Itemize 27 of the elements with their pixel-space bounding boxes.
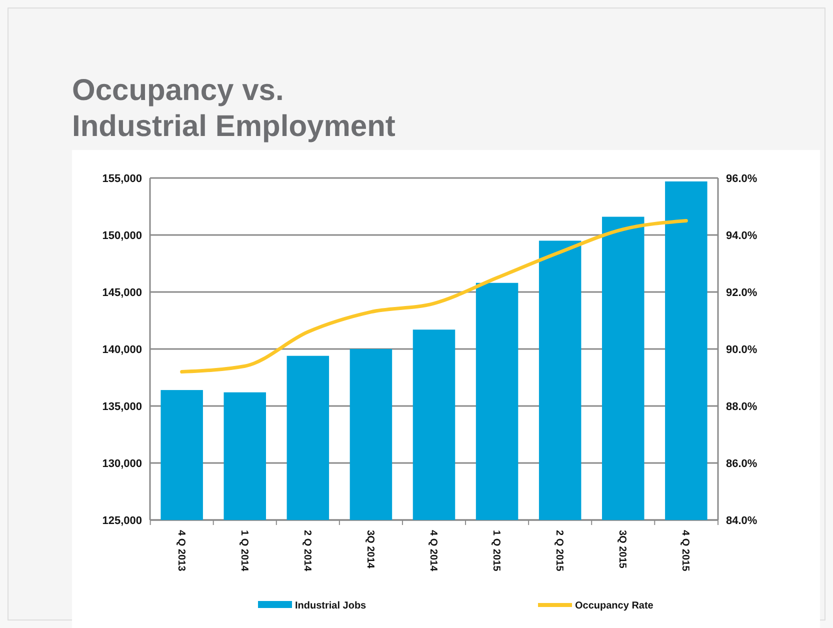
y-tick-label: 150,000 — [102, 230, 142, 242]
legend-label: Industrial Jobs — [295, 600, 367, 612]
x-tick-label: 1 Q 2015 — [490, 530, 502, 572]
y-tick-label: 155,000 — [102, 172, 142, 185]
x-tick-label: 4 Q 2014 — [428, 530, 438, 572]
y-tick-label: 135,000 — [102, 400, 142, 413]
legend-label: Occupancy Rate — [575, 600, 654, 612]
y2-tick-label: 84.0% — [726, 514, 758, 527]
y-tick-label: 125,000 — [102, 514, 142, 527]
x-tick-label: 4 Q 2013 — [175, 530, 186, 572]
x-tick-label: 1 Q 2014 — [238, 530, 250, 572]
y2-tick-label: 90.0% — [726, 344, 758, 356]
x-tick-label: 2 Q 2014 — [301, 530, 312, 572]
y2-tick-label: 96.0% — [726, 172, 758, 185]
x-tick-label: 3Q 2014 — [364, 530, 376, 569]
y2-tick-label: 94.0% — [726, 230, 758, 242]
chart-title: Occupancy vs. Industrial Employment — [72, 74, 396, 143]
y-tick-label: 140,000 — [102, 344, 142, 356]
y-tick-label: 130,000 — [102, 458, 142, 470]
y2-tick-label: 86.0% — [726, 458, 758, 470]
line-series — [180, 219, 688, 374]
x-tick-label: 3Q 2015 — [616, 530, 628, 569]
y-tick-label: 145,000 — [102, 286, 142, 299]
x-tick-label: 2 Q 2015 — [554, 530, 565, 572]
y2-tick-label: 92.0% — [726, 286, 758, 299]
y2-tick-label: 88.0% — [726, 400, 758, 413]
x-tick-label: 4 Q 2015 — [680, 530, 691, 572]
